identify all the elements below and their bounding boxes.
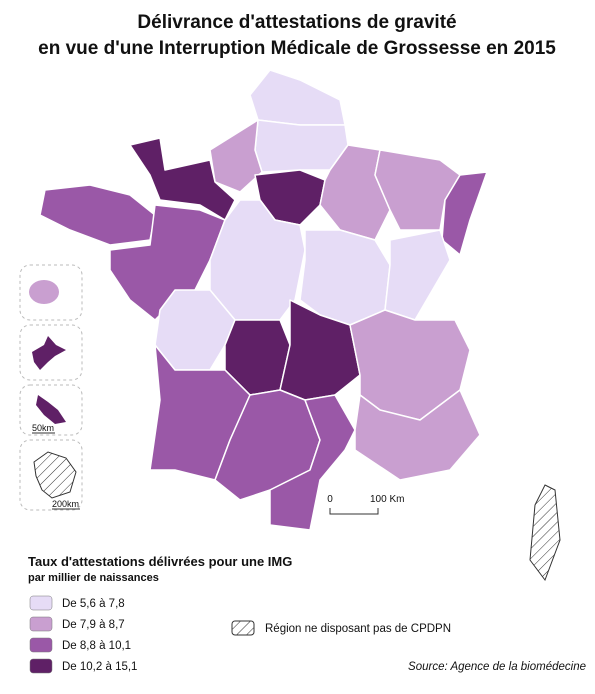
region: [209, 119, 263, 193]
region: [374, 149, 461, 231]
source: Source: Agence de la biomédecine: [408, 661, 586, 673]
scale-label: 0: [327, 494, 333, 505]
reunion: [29, 280, 59, 304]
region: [249, 69, 346, 126]
scale-label: 50km: [32, 423, 54, 433]
title-line: en vue d'une Interruption Médicale de Gr…: [38, 38, 556, 59]
legend-subtitle: par millier de naissances: [28, 572, 159, 584]
region: [269, 394, 356, 531]
scale-bar: 0 100 Km: [327, 494, 404, 515]
no-data-swatch: [231, 620, 255, 636]
corsica: [529, 484, 561, 582]
scale-label: 100 Km: [370, 494, 404, 505]
region: [299, 229, 391, 326]
region: [39, 184, 156, 246]
france-map: [39, 69, 561, 582]
legend: De 5,6 à 7,8 De 7,9 à 8,7 De 8,8 à 10,1 De …: [29, 595, 137, 674]
legend-swatch: [29, 595, 53, 611]
region: [384, 229, 451, 321]
title-line: Délivrance d'attestations de gravité: [137, 12, 456, 33]
region: [319, 144, 391, 241]
martinique: [36, 395, 66, 424]
legend-label: De 5,6 à 7,8: [62, 598, 125, 610]
region: [441, 171, 488, 256]
guadeloupe: [32, 336, 66, 370]
legend-swatch: [29, 616, 53, 632]
legend-title: Taux d'attestations délivrées pour une I…: [28, 554, 292, 569]
no-data-label: Région ne disposant pas de CPDPN: [265, 623, 451, 635]
scale-label: 200km: [52, 499, 79, 509]
region: [209, 199, 306, 321]
legend-swatch: [29, 658, 53, 674]
legend-label: De 8,8 à 10,1: [62, 640, 131, 652]
overseas-insets: 50km 200km: [19, 264, 83, 511]
guyane: [33, 451, 77, 499]
legend-label: De 7,9 à 8,7: [62, 619, 125, 631]
region: [354, 389, 481, 481]
legend-swatch: [29, 637, 53, 653]
legend-label: De 10,2 à 15,1: [62, 661, 137, 673]
region: [129, 137, 236, 221]
